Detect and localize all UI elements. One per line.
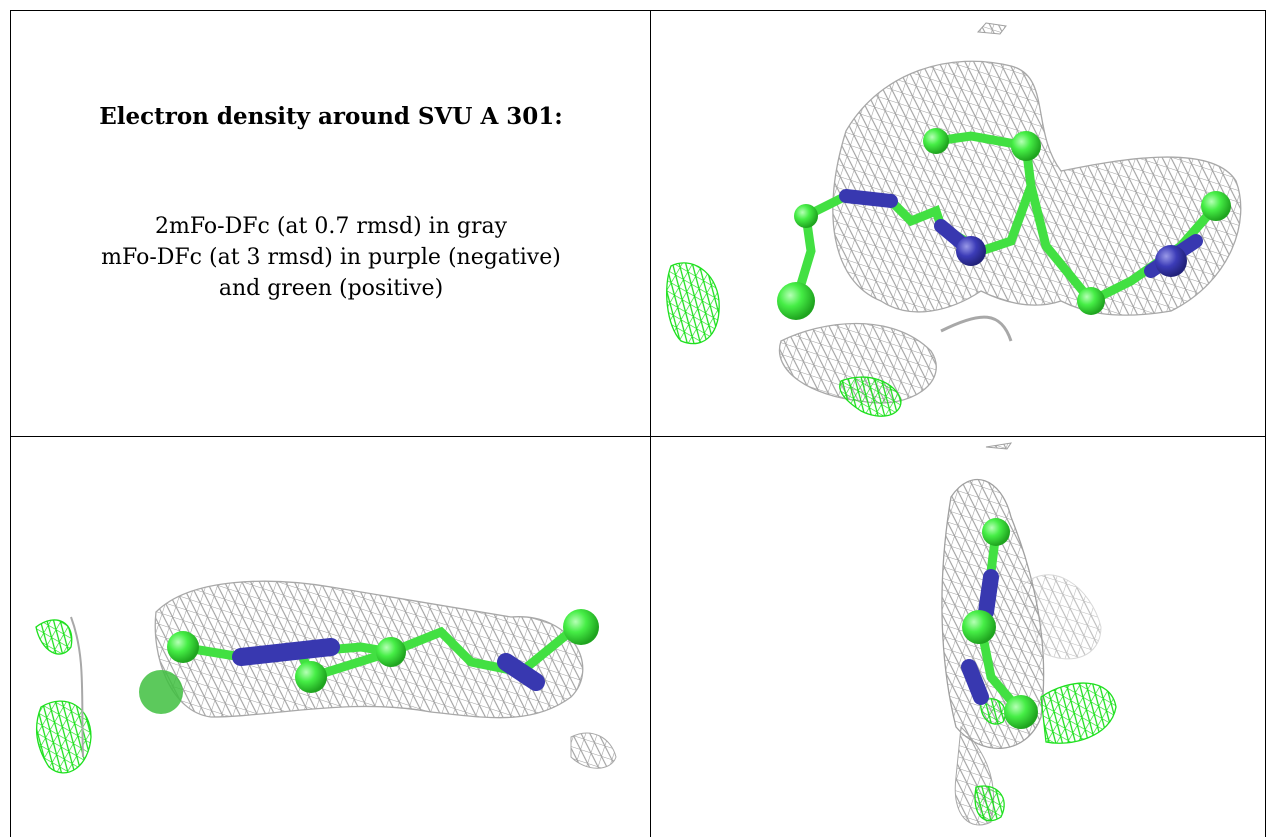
table-left-rule [10,10,11,837]
legend-line-mfo: mFo-DFc (at 3 rmsd) in purple (negative) [101,245,561,270]
table-right-rule [1265,10,1266,837]
figure-title: Electron density around SVU A 301: [99,103,563,130]
density-panel-bottom-left [11,437,650,837]
density-panel-top-right [651,11,1265,436]
legend-line-2mfo: 2mFo-DFc (at 0.7 rmsd) in gray [155,214,507,239]
density-panel-bottom-right [651,437,1265,837]
density-render-bottom-left [35,580,617,774]
density-render-top-right [666,22,1242,417]
table-top-rule [10,10,1266,11]
table-middle-rule [10,436,1266,437]
legend-line-green: and green (positive) [218,276,444,301]
table-center-rule [650,10,651,837]
caption-cell: Electron density around SVU A 301: 2mFo-… [11,11,650,436]
figure-description: 2mFo-DFc (at 0.7 rmsd) in gray mFo-DFc (… [11,211,650,304]
density-render-bottom-right [941,442,1117,826]
